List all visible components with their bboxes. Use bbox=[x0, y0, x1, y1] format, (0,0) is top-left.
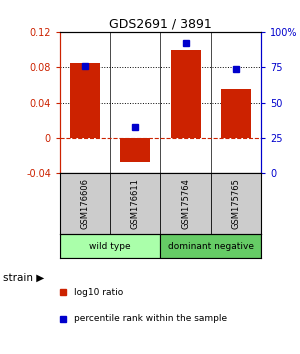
Text: GSM175765: GSM175765 bbox=[231, 178, 240, 229]
Text: strain ▶: strain ▶ bbox=[3, 273, 44, 283]
Text: GSM175764: GSM175764 bbox=[181, 178, 190, 229]
Bar bbox=[160, 234, 261, 258]
Bar bbox=[70, 63, 100, 138]
Text: dominant negative: dominant negative bbox=[168, 242, 254, 251]
Bar bbox=[60, 234, 160, 258]
Text: GSM176606: GSM176606 bbox=[81, 178, 90, 229]
Text: percentile rank within the sample: percentile rank within the sample bbox=[74, 314, 226, 323]
Text: GSM176611: GSM176611 bbox=[131, 178, 140, 229]
Bar bbox=[120, 138, 150, 162]
Bar bbox=[221, 89, 251, 138]
Text: wild type: wild type bbox=[89, 242, 131, 251]
Bar bbox=[170, 50, 201, 138]
Title: GDS2691 / 3891: GDS2691 / 3891 bbox=[109, 18, 212, 31]
Text: log10 ratio: log10 ratio bbox=[74, 287, 123, 297]
